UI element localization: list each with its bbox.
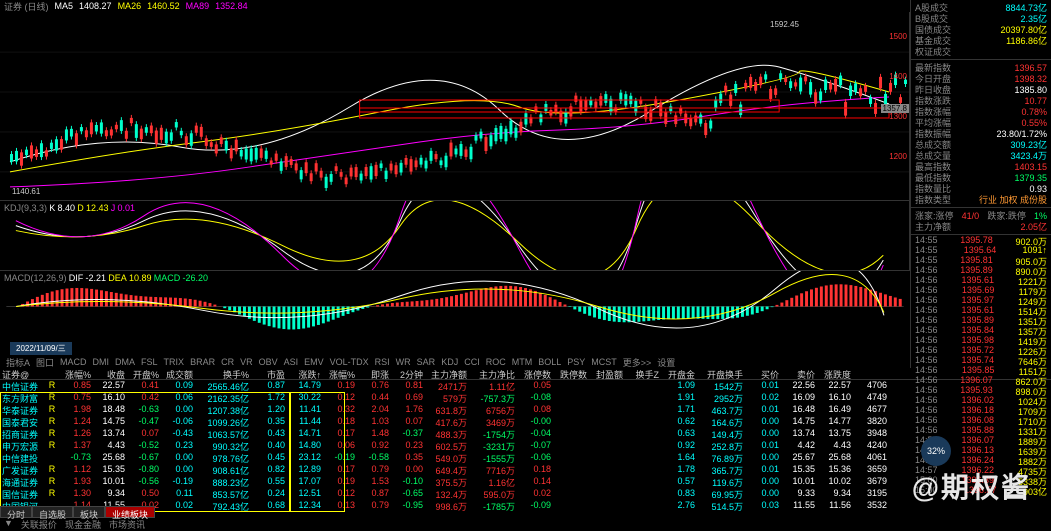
topbar: 证券 (日线) MA5 1408.27 MA26 1460.52 MA89 13… bbox=[0, 0, 1051, 12]
y-tick: 1500 bbox=[889, 32, 907, 41]
indicator-tab[interactable]: FSL bbox=[139, 357, 160, 367]
candlestick-chart[interactable]: 1592.45 1140.61 1357.8 1500 1400 1300 12… bbox=[0, 12, 910, 200]
date-tab[interactable]: 2022/11/09/三 bbox=[10, 342, 72, 355]
table-row[interactable]: 海通证券R1.9310.01-0.56-0.19888.23亿0.5517.07… bbox=[0, 476, 1051, 488]
table-row[interactable]: 中信建投-0.7325.68-0.670.00978.76亿0.4523.12-… bbox=[0, 452, 1051, 464]
table-row[interactable]: 国泰君安R1.2414.75-0.47-0.061099.26亿0.3511.4… bbox=[0, 416, 1051, 428]
indicator-tab[interactable]: 指标A bbox=[4, 356, 32, 369]
y-tick: 1200 bbox=[889, 152, 907, 161]
indicator-tab[interactable]: MTM bbox=[510, 357, 535, 367]
indicator-tab[interactable]: KDJ bbox=[439, 357, 460, 367]
indicator-tab[interactable]: SAR bbox=[415, 357, 438, 367]
y-tick: 1400 bbox=[889, 72, 907, 81]
indicator-tab[interactable]: MACD bbox=[58, 357, 89, 367]
indicator-tab[interactable]: BRAR bbox=[188, 357, 217, 367]
indicator-tab[interactable]: CCI bbox=[462, 357, 482, 367]
bottom-tab[interactable]: 分时 bbox=[0, 506, 32, 518]
indicator-tab[interactable]: 图口 bbox=[34, 356, 56, 369]
indicator-tab[interactable]: MCST bbox=[589, 357, 619, 367]
chart-title: 证券 (日线) bbox=[4, 0, 49, 13]
macd-panel[interactable]: MACD(12,26,9) DIF -2.21 DEA 10.89 MACD -… bbox=[0, 270, 910, 342]
indicator-tab[interactable]: RSI bbox=[373, 357, 392, 367]
indicator-tab[interactable]: WR bbox=[394, 357, 413, 367]
indicator-tab[interactable]: DMA bbox=[113, 357, 137, 367]
kdj-label: KDJ(9,3,3) K 8.40 D 12.43 J 0.01 bbox=[4, 203, 135, 213]
table-row[interactable]: 申万宏源R1.374.43-0.520.23990.32亿0.4014.800.… bbox=[0, 440, 1051, 452]
indicator-tab[interactable]: PSY bbox=[565, 357, 587, 367]
table-row[interactable]: 东方财富R0.7516.100.420.062162.35亿1.7230.220… bbox=[0, 392, 1051, 404]
ma26-value: 1460.52 bbox=[147, 1, 180, 11]
indicator-tab[interactable]: TRIX bbox=[162, 357, 187, 367]
stock-table[interactable]: 证券@涨幅%收盘开盘%成交额换手%市盈(动)涨跌↑涨幅%即涨幅%2分钟涨主力净额… bbox=[0, 368, 1051, 508]
indicator-tab[interactable]: EMV bbox=[302, 357, 326, 367]
watermark: @期权酱 bbox=[912, 466, 1031, 506]
indicator-tab[interactable]: VOL-TDX bbox=[328, 357, 371, 367]
bottom-tab[interactable]: 自选股 bbox=[32, 506, 73, 518]
macd-label: MACD(12,26,9) DIF -2.21 DEA 10.89 MACD -… bbox=[4, 273, 208, 283]
table-row[interactable]: 广发证券R1.1215.35-0.800.00908.61亿0.8212.890… bbox=[0, 464, 1051, 476]
indicator-tab[interactable]: OBV bbox=[257, 357, 280, 367]
indicator-tab[interactable]: 更多>> bbox=[621, 356, 654, 369]
indicator-tab[interactable]: VR bbox=[238, 357, 255, 367]
indicator-tab[interactable]: 设置 bbox=[655, 356, 677, 369]
high-label: 1592.45 bbox=[770, 20, 799, 29]
table-header: 证券@涨幅%收盘开盘%成交额换手%市盈(动)涨跌↑涨幅%即涨幅%2分钟涨主力净额… bbox=[0, 368, 1051, 380]
indicator-tab[interactable]: DMI bbox=[91, 357, 112, 367]
kdj-panel[interactable]: KDJ(9,3,3) K 8.40 D 12.43 J 0.01 bbox=[0, 200, 910, 270]
indicator-tab[interactable]: BOLL bbox=[536, 357, 563, 367]
ma5-label: MA5 bbox=[55, 1, 74, 11]
indicator-tab[interactable]: CR bbox=[219, 357, 236, 367]
indicator-tab[interactable]: ROC bbox=[484, 357, 508, 367]
y-tick: 1300 bbox=[889, 112, 907, 121]
table-row[interactable]: 国信证券R1.309.340.500.11853.57亿0.2412.510.1… bbox=[0, 488, 1051, 500]
status-bar: ▼关联报价现金金融市场资讯 bbox=[0, 518, 1051, 526]
bottom-tab[interactable]: 板块 bbox=[73, 506, 105, 518]
indicator-tabs: 指标A图口MACDDMIDMAFSLTRIXBRARCRVROBVASIEMVV… bbox=[0, 356, 1051, 368]
table-row[interactable]: 中信证券R0.8522.570.410.092565.46亿0.8714.790… bbox=[0, 380, 1051, 392]
indicator-tab[interactable]: ASI bbox=[282, 357, 301, 367]
ma5-value: 1408.27 bbox=[79, 1, 112, 11]
pct-badge: 32% bbox=[921, 436, 951, 466]
table-row[interactable]: 华泰证券R1.9818.48-0.630.001207.38亿1.2011.41… bbox=[0, 404, 1051, 416]
ma26-label: MA26 bbox=[118, 1, 142, 11]
low-label: 1140.61 bbox=[12, 187, 40, 196]
ma89-label: MA89 bbox=[186, 1, 210, 11]
ma89-value: 1352.84 bbox=[215, 1, 248, 11]
bottom-tabs: 分时自选股板块业绩板块 bbox=[0, 506, 155, 518]
right-panel: A股成交8844.73亿 B股成交2.35亿 国债成交20397.80亿 基金成… bbox=[910, 0, 1051, 368]
table-row[interactable]: 中国银河1.1411.550.020.02792.43亿0.6812.340.1… bbox=[0, 500, 1051, 512]
table-row[interactable]: 招商证券R1.2613.740.07-0.431063.57亿0.4314.71… bbox=[0, 428, 1051, 440]
bottom-tab[interactable]: 业绩板块 bbox=[105, 506, 155, 518]
